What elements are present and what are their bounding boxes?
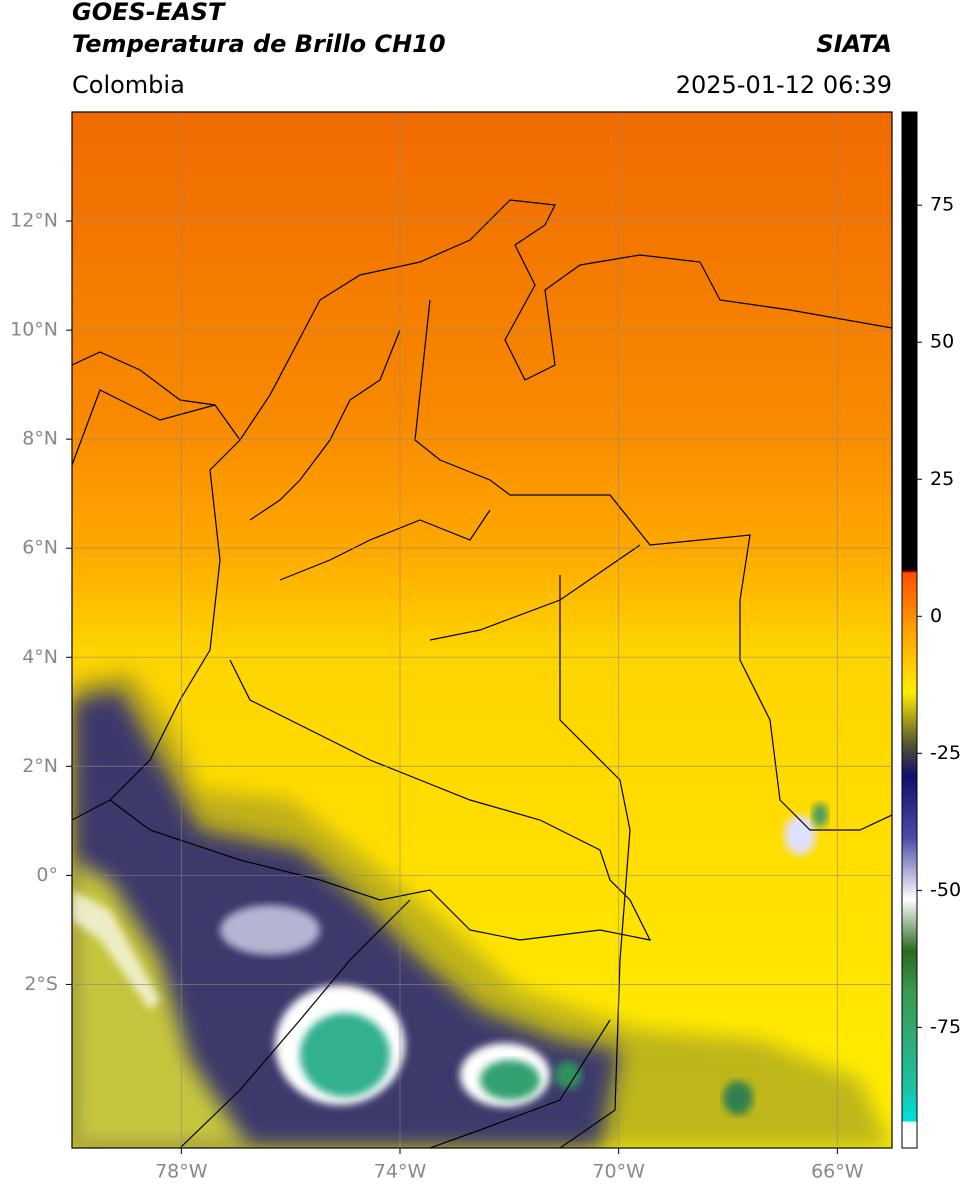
y-tick-label: 10°N: [10, 319, 58, 341]
colorbar-tick-label: 25: [930, 468, 954, 490]
colorbar-tick-label: 50: [930, 331, 954, 353]
y-tick-label: 6°N: [22, 537, 58, 559]
source: SIATA: [816, 30, 892, 58]
x-tick-label: 70°W: [592, 1161, 645, 1183]
colorbar-tick-label: 0: [930, 605, 942, 627]
region: Colombia: [72, 71, 185, 99]
map-image: [72, 112, 892, 1148]
colorbar-tick-label: -25: [930, 742, 961, 764]
y-tick-label: 2°N: [22, 755, 58, 777]
datetime: 2025-01-12 06:39: [676, 71, 892, 99]
y-tick-label: 8°N: [22, 428, 58, 450]
colorbar-tick-label: 75: [930, 194, 954, 216]
x-tick-label: 66°W: [811, 1161, 864, 1183]
map-frame: [71, 111, 893, 1149]
colorbar: [901, 111, 918, 1149]
colorbar-tick-label: -75: [930, 1016, 961, 1038]
y-tick-label: 12°N: [10, 210, 58, 232]
title: GOES-EAST: [72, 0, 226, 26]
x-tick-label: 74°W: [374, 1161, 427, 1183]
subtitle: Temperatura de Brillo CH10: [72, 30, 446, 58]
y-tick-label: 2°S: [24, 973, 58, 995]
colorbar-tick-label: -50: [930, 879, 961, 901]
y-tick-label: 0°: [36, 864, 58, 886]
y-tick-label: 4°N: [22, 646, 58, 668]
x-tick-label: 78°W: [155, 1161, 208, 1183]
